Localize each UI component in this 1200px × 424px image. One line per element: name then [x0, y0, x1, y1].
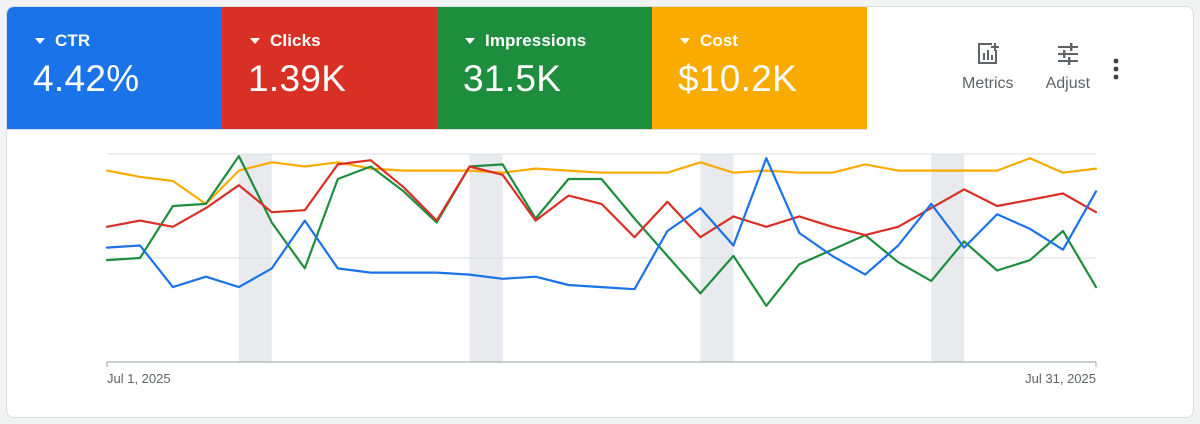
more-vert-icon: [1113, 58, 1119, 80]
metric-tile-header: Clicks: [248, 31, 437, 51]
metric-value: 4.42%: [33, 58, 140, 99]
series-line-clicks: [105, 159, 1098, 239]
dropdown-caret-icon[interactable]: [250, 38, 260, 44]
performance-line-chart: Jul 1, 2025 Jul 31, 2025: [105, 153, 1098, 386]
chart-toolbar: Metrics Adjust: [962, 41, 1120, 93]
chart-gridlines: [106, 153, 1097, 367]
x-axis-end-label: Jul 31, 2025: [1025, 371, 1096, 386]
metric-value: $10.2K: [678, 58, 798, 99]
metrics-button-label: Metrics: [962, 75, 1014, 92]
metrics-button[interactable]: Metrics: [962, 41, 1014, 93]
metric-tile-impressions[interactable]: Impressions 31.5K: [437, 7, 652, 129]
dropdown-caret-icon[interactable]: [680, 38, 690, 44]
metric-tile-clicks[interactable]: Clicks 1.39K: [222, 7, 437, 129]
tune-icon: [1057, 43, 1078, 65]
metric-tiles: CTR 4.42% Clicks 1.39K Impressions 31.5K…: [7, 7, 867, 129]
metric-value: 1.39K: [248, 58, 347, 99]
chart-series: [105, 155, 1098, 307]
metric-tile-ctr[interactable]: CTR 4.42%: [7, 7, 222, 129]
performance-card: CTR 4.42% Clicks 1.39K Impressions 31.5K…: [6, 6, 1194, 418]
series-line-ctr: [105, 157, 1098, 291]
metric-tile-header: CTR: [33, 31, 222, 51]
dropdown-caret-icon[interactable]: [465, 38, 475, 44]
metric-value: 31.5K: [463, 58, 562, 99]
adjust-button[interactable]: Adjust: [1046, 41, 1090, 93]
dropdown-caret-icon[interactable]: [35, 38, 45, 44]
metric-tile-cost[interactable]: Cost $10.2K: [652, 7, 867, 129]
metric-label: Clicks: [270, 31, 321, 50]
metric-tile-header: Cost: [678, 31, 867, 51]
more-options-button[interactable]: [1112, 57, 1120, 86]
series-line-impressions: [105, 155, 1098, 307]
series-line-cost: [105, 157, 1098, 205]
metric-label: CTR: [55, 31, 91, 50]
metric-label: Cost: [700, 31, 739, 50]
tiles-divider: [7, 129, 867, 130]
metric-label: Impressions: [485, 31, 587, 50]
x-axis-start-label: Jul 1, 2025: [107, 371, 171, 386]
metric-tile-header: Impressions: [463, 31, 652, 51]
adjust-button-label: Adjust: [1045, 75, 1091, 92]
add-chart-icon: [977, 43, 999, 64]
